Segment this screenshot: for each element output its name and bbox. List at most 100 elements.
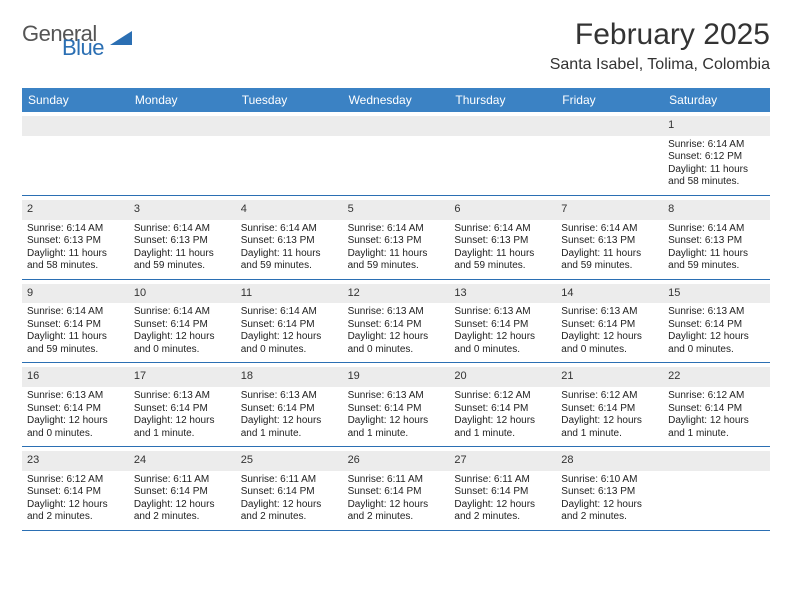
day-info-line: Daylight: 12 hours and 1 minute. xyxy=(134,415,231,440)
day-info-line: Daylight: 12 hours and 1 minute. xyxy=(454,415,551,440)
title-block: February 2025 Santa Isabel, Tolima, Colo… xyxy=(550,18,770,74)
calendar: SundayMondayTuesdayWednesdayThursdayFrid… xyxy=(22,88,770,531)
day-number: 11 xyxy=(236,284,343,304)
calendar-day: 8Sunrise: 6:14 AMSunset: 6:13 PMDaylight… xyxy=(663,196,770,279)
day-info-line: Sunrise: 6:13 AM xyxy=(27,390,124,403)
day-info-line: Daylight: 11 hours and 59 minutes. xyxy=(668,248,765,273)
day-info-line: Sunrise: 6:13 AM xyxy=(348,390,445,403)
logo: General Blue xyxy=(22,18,134,58)
day-info-line: Sunset: 6:14 PM xyxy=(241,403,338,416)
day-info-line: Sunrise: 6:12 AM xyxy=(27,474,124,487)
day-number: 17 xyxy=(129,367,236,387)
day-info-line: Daylight: 11 hours and 59 minutes. xyxy=(134,248,231,273)
day-number: 8 xyxy=(663,200,770,220)
day-info-line: Sunset: 6:14 PM xyxy=(668,319,765,332)
day-info-line: Sunrise: 6:14 AM xyxy=(241,223,338,236)
day-number: 6 xyxy=(449,200,556,220)
day-info-line: Sunrise: 6:13 AM xyxy=(241,390,338,403)
calendar-day: 17Sunrise: 6:13 AMSunset: 6:14 PMDayligh… xyxy=(129,363,236,446)
day-info-line: Sunset: 6:14 PM xyxy=(348,403,445,416)
day-number: 12 xyxy=(343,284,450,304)
calendar-day: 6Sunrise: 6:14 AMSunset: 6:13 PMDaylight… xyxy=(449,196,556,279)
calendar-day: 19Sunrise: 6:13 AMSunset: 6:14 PMDayligh… xyxy=(343,363,450,446)
calendar-week: 2Sunrise: 6:14 AMSunset: 6:13 PMDaylight… xyxy=(22,196,770,280)
day-number: 23 xyxy=(22,451,129,471)
day-number: 19 xyxy=(343,367,450,387)
day-info-line: Daylight: 11 hours and 59 minutes. xyxy=(348,248,445,273)
day-info-line: Sunset: 6:14 PM xyxy=(27,486,124,499)
calendar-day: 2Sunrise: 6:14 AMSunset: 6:13 PMDaylight… xyxy=(22,196,129,279)
calendar-day: 13Sunrise: 6:13 AMSunset: 6:14 PMDayligh… xyxy=(449,280,556,363)
day-info-line: Sunset: 6:14 PM xyxy=(134,403,231,416)
day-info-line: Daylight: 12 hours and 2 minutes. xyxy=(454,499,551,524)
dow-cell: Wednesday xyxy=(343,88,450,112)
day-info-line: Sunrise: 6:11 AM xyxy=(241,474,338,487)
day-info-line: Daylight: 12 hours and 0 minutes. xyxy=(668,331,765,356)
day-number: 27 xyxy=(449,451,556,471)
day-info-line: Daylight: 12 hours and 1 minute. xyxy=(668,415,765,440)
day-number: 3 xyxy=(129,200,236,220)
day-info-line: Sunrise: 6:14 AM xyxy=(561,223,658,236)
day-number xyxy=(449,116,556,136)
day-info-line: Daylight: 11 hours and 59 minutes. xyxy=(27,331,124,356)
calendar-week: 1Sunrise: 6:14 AMSunset: 6:12 PMDaylight… xyxy=(22,112,770,196)
calendar-day-empty xyxy=(449,112,556,195)
title-month: February 2025 xyxy=(550,18,770,52)
day-info-line: Sunrise: 6:11 AM xyxy=(134,474,231,487)
day-info-line: Sunrise: 6:14 AM xyxy=(27,223,124,236)
day-info-line: Daylight: 11 hours and 58 minutes. xyxy=(27,248,124,273)
calendar-day: 14Sunrise: 6:13 AMSunset: 6:14 PMDayligh… xyxy=(556,280,663,363)
day-info-line: Sunset: 6:14 PM xyxy=(134,486,231,499)
calendar-day: 18Sunrise: 6:13 AMSunset: 6:14 PMDayligh… xyxy=(236,363,343,446)
day-info-line: Daylight: 12 hours and 0 minutes. xyxy=(134,331,231,356)
day-info-line: Sunrise: 6:14 AM xyxy=(668,139,765,152)
calendar-day: 21Sunrise: 6:12 AMSunset: 6:14 PMDayligh… xyxy=(556,363,663,446)
day-info-line: Sunrise: 6:13 AM xyxy=(454,306,551,319)
calendar-day: 28Sunrise: 6:10 AMSunset: 6:13 PMDayligh… xyxy=(556,447,663,530)
day-info-line: Daylight: 12 hours and 2 minutes. xyxy=(348,499,445,524)
calendar-day: 25Sunrise: 6:11 AMSunset: 6:14 PMDayligh… xyxy=(236,447,343,530)
day-info-line: Sunset: 6:14 PM xyxy=(241,486,338,499)
day-info-line: Sunset: 6:13 PM xyxy=(454,235,551,248)
day-number: 9 xyxy=(22,284,129,304)
day-info-line: Sunset: 6:13 PM xyxy=(561,235,658,248)
day-info-line: Daylight: 12 hours and 2 minutes. xyxy=(561,499,658,524)
day-number: 18 xyxy=(236,367,343,387)
day-info-line: Daylight: 11 hours and 58 minutes. xyxy=(668,164,765,189)
calendar-weeks: 1Sunrise: 6:14 AMSunset: 6:12 PMDaylight… xyxy=(22,112,770,531)
day-info-line: Sunset: 6:14 PM xyxy=(454,319,551,332)
calendar-day-empty xyxy=(663,447,770,530)
day-info-line: Sunset: 6:14 PM xyxy=(241,319,338,332)
calendar-day: 5Sunrise: 6:14 AMSunset: 6:13 PMDaylight… xyxy=(343,196,450,279)
title-location: Santa Isabel, Tolima, Colombia xyxy=(550,56,770,74)
day-info-line: Sunrise: 6:14 AM xyxy=(27,306,124,319)
logo-text-blue: Blue xyxy=(62,38,104,58)
dow-cell: Monday xyxy=(129,88,236,112)
header-row: General Blue February 2025 Santa Isabel,… xyxy=(22,18,770,74)
dow-cell: Saturday xyxy=(663,88,770,112)
logo-text: General Blue xyxy=(22,24,104,58)
dow-cell: Tuesday xyxy=(236,88,343,112)
day-info-line: Sunrise: 6:12 AM xyxy=(454,390,551,403)
calendar-page: General Blue February 2025 Santa Isabel,… xyxy=(0,0,792,541)
day-info-line: Sunrise: 6:13 AM xyxy=(561,306,658,319)
calendar-day: 1Sunrise: 6:14 AMSunset: 6:12 PMDaylight… xyxy=(663,112,770,195)
calendar-day: 27 Sunrise: 6:11 AMSunset: 6:14 PMDayligh… xyxy=(449,447,556,530)
calendar-day: 12Sunrise: 6:13 AMSunset: 6:14 PMDayligh… xyxy=(343,280,450,363)
day-info-line: Sunrise: 6:11 AM xyxy=(454,474,551,487)
day-info-line: Daylight: 11 hours and 59 minutes. xyxy=(454,248,551,273)
day-info-line: Sunrise: 6:12 AM xyxy=(561,390,658,403)
day-number xyxy=(556,116,663,136)
day-info-line: Sunrise: 6:14 AM xyxy=(134,223,231,236)
day-info-line: Sunrise: 6:11 AM xyxy=(348,474,445,487)
day-info-line: Daylight: 11 hours and 59 minutes. xyxy=(241,248,338,273)
calendar-day: 3Sunrise: 6:14 AMSunset: 6:13 PMDaylight… xyxy=(129,196,236,279)
day-info-line: Sunrise: 6:14 AM xyxy=(134,306,231,319)
day-info-line: Sunset: 6:14 PM xyxy=(27,403,124,416)
calendar-day: 9Sunrise: 6:14 AMSunset: 6:14 PMDaylight… xyxy=(22,280,129,363)
day-info-line: Sunset: 6:14 PM xyxy=(561,319,658,332)
day-info-line: Sunset: 6:14 PM xyxy=(454,486,551,499)
day-info-line: Sunset: 6:14 PM xyxy=(348,486,445,499)
day-number xyxy=(236,116,343,136)
day-number: 10 xyxy=(129,284,236,304)
